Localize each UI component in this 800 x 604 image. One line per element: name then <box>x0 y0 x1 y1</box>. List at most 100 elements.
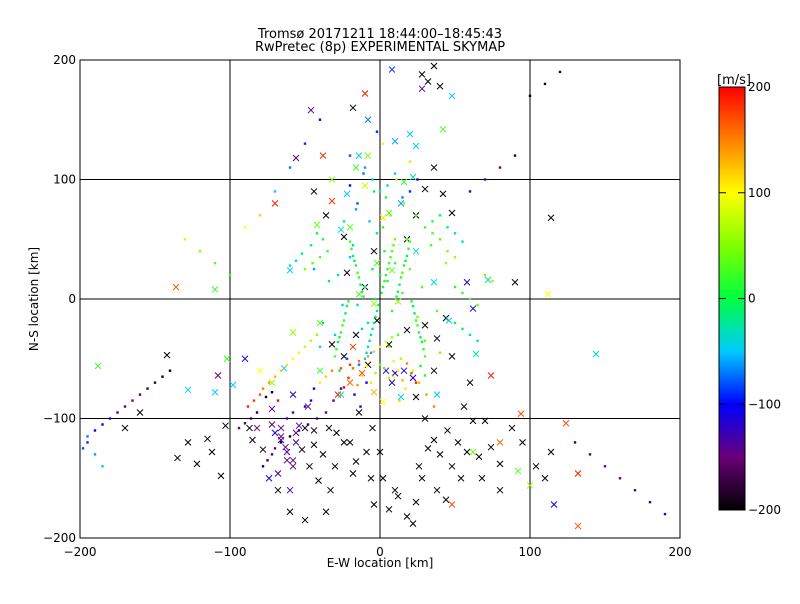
data-point-dot <box>362 295 365 298</box>
data-point-dot <box>435 309 439 313</box>
data-point-dot <box>309 399 313 402</box>
colorbar-tick-label: −200 <box>748 503 781 517</box>
data-point-cross <box>184 386 192 394</box>
data-point-cross <box>457 474 465 482</box>
data-point-dot <box>648 500 652 504</box>
data-point-cross <box>172 283 180 291</box>
data-point-dot <box>336 273 340 277</box>
data-point-cross <box>315 477 322 484</box>
data-point-dot <box>333 333 337 337</box>
data-point-cross <box>334 391 342 398</box>
data-point-dot <box>324 411 328 414</box>
data-point-dot <box>369 351 373 354</box>
data-point-dot <box>341 324 344 327</box>
data-point-dot <box>381 226 385 229</box>
data-point-dot <box>356 202 359 205</box>
data-point-dot <box>266 459 269 462</box>
data-point-dot <box>438 351 442 354</box>
data-point-cross <box>331 462 339 470</box>
data-point-dot <box>405 362 409 365</box>
data-point-cross <box>292 154 300 162</box>
data-point-dot <box>303 267 307 271</box>
data-point-dot <box>407 247 410 251</box>
data-point-dot <box>371 267 374 271</box>
data-point-dot <box>356 303 359 307</box>
data-point-dot <box>339 367 343 370</box>
data-point-cross <box>526 482 534 489</box>
data-point-dot <box>353 259 356 262</box>
data-point-cross <box>547 214 555 222</box>
data-point-dot <box>312 387 316 390</box>
data-point-dot <box>438 238 442 241</box>
data-point-cross <box>277 436 285 444</box>
data-point-cross <box>517 410 525 418</box>
data-point-dot <box>306 423 310 426</box>
data-point-cross <box>364 116 372 124</box>
data-point-dot <box>392 244 395 247</box>
data-point-dot <box>414 381 418 384</box>
data-point-dot <box>326 250 329 253</box>
data-point-dot <box>279 369 283 372</box>
data-point-dot <box>357 276 361 279</box>
data-point-cross <box>430 436 438 444</box>
data-point-dot <box>413 312 416 315</box>
data-point-cross <box>349 470 357 477</box>
colorbar-label: [m/s] <box>717 73 751 88</box>
data-point-cross <box>421 321 429 329</box>
data-point-cross <box>229 381 237 389</box>
data-point-dot <box>384 196 388 199</box>
data-point-cross <box>496 439 504 446</box>
data-point-cross <box>444 427 451 434</box>
data-point-cross <box>496 460 504 468</box>
data-point-dot <box>425 393 428 396</box>
data-point-cross <box>574 522 582 530</box>
data-point-dot <box>663 512 667 516</box>
data-point-dot <box>468 297 472 301</box>
data-point-dot <box>264 395 268 399</box>
data-point-dot <box>362 172 365 175</box>
data-point-cross <box>271 429 279 437</box>
data-point-dot <box>476 303 479 307</box>
data-point-dot <box>405 254 409 258</box>
data-point-cross <box>484 276 492 284</box>
data-point-dot <box>404 259 407 262</box>
data-point-cross <box>430 278 438 286</box>
y-tick-label: −100 <box>43 412 76 426</box>
data-point-dot <box>366 355 370 358</box>
data-point-dot <box>573 441 577 444</box>
data-point-dot <box>123 405 127 408</box>
data-point-cross <box>340 439 348 446</box>
data-point-dot <box>267 381 271 384</box>
data-point-cross <box>442 496 450 504</box>
data-point-dot <box>402 264 406 267</box>
x-axis-label: E-W location [km] <box>327 556 434 570</box>
data-point-cross <box>249 436 256 444</box>
data-point-dot <box>309 244 313 247</box>
y-axis-label: N-S location [km] <box>27 247 41 351</box>
data-point-cross <box>325 424 333 432</box>
data-point-dot <box>321 321 325 325</box>
colorbar: [m/s] −200 −100 0 100 200 <box>717 73 781 517</box>
data-point-cross <box>328 176 336 183</box>
data-point-dot <box>416 315 419 319</box>
data-point-cross <box>259 446 267 453</box>
data-point-cross <box>328 341 336 348</box>
data-point-dot <box>359 405 362 408</box>
data-point-dot <box>378 190 382 193</box>
data-point-dot <box>468 190 472 193</box>
data-point-cross <box>322 508 330 516</box>
data-point-dot <box>366 345 370 348</box>
data-point-dot <box>318 255 322 259</box>
data-point-dot <box>258 393 262 396</box>
data-point-cross <box>562 419 570 427</box>
data-point-dot <box>405 238 409 241</box>
data-point-cross <box>174 454 181 462</box>
data-point-dot <box>342 220 346 223</box>
data-point-cross <box>211 388 219 396</box>
data-point-cross <box>268 379 276 387</box>
data-point-cross <box>487 372 495 379</box>
data-point-dot <box>368 339 371 343</box>
data-point-dot <box>315 232 319 235</box>
data-point-cross <box>376 448 384 456</box>
data-point-dot <box>347 300 350 303</box>
